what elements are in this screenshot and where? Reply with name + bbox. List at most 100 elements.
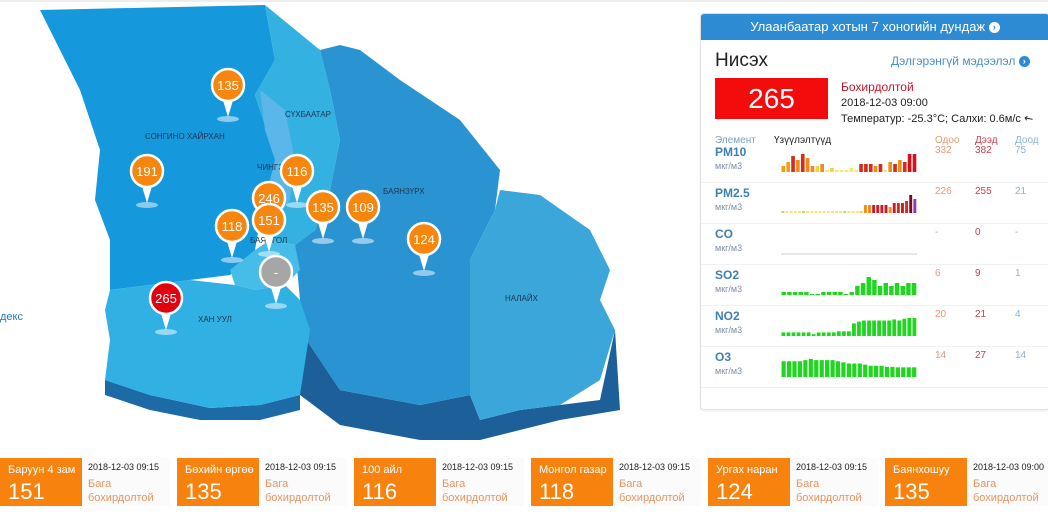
card-status: Бага бохирдолтой: [88, 478, 154, 504]
station-pin[interactable]: 116: [279, 153, 315, 208]
station-card[interactable]: Баруун 4 зам 151 2018-12-03 09:15 Бага бохи…: [0, 458, 170, 506]
station-pin[interactable]: 151: [251, 202, 287, 257]
sparkline-bar: [816, 332, 821, 336]
pollutant-sparkline: [781, 195, 917, 213]
sparkline-bar: [815, 166, 820, 172]
sparkline-bar: [792, 361, 797, 377]
value-now: 6: [935, 268, 941, 279]
sparkline-bar: [868, 365, 873, 377]
district-map[interactable]: СОНГИНО ХАЙРХАН СҮХБААТАР ЧИНГЭ БАЯНЗҮРХ…: [0, 0, 700, 450]
station-pin[interactable]: 118: [214, 208, 250, 263]
aqi-value: 265: [715, 78, 828, 119]
sparkline-bar: [905, 201, 909, 213]
value-max: 27: [975, 350, 987, 361]
sparkline-bar: [797, 211, 801, 213]
sparkline-bar: [825, 170, 829, 172]
sparkline-bar: [830, 360, 835, 377]
sparkline-bar: [781, 361, 786, 377]
sparkline-bar: [873, 365, 879, 377]
sparkline-bar: [831, 332, 836, 336]
pin-circle: [148, 280, 184, 316]
station-pin[interactable]: 135: [210, 67, 246, 122]
weather-info: Температур: -25.3°C; Салхи: 0.6м/с ↖: [841, 111, 1036, 126]
pin-circle: [214, 208, 250, 244]
district-nalaikh[interactable]: [470, 190, 615, 420]
pin-circle: [258, 254, 294, 290]
pin-value: 135: [312, 200, 334, 215]
sparkline-bar: [806, 332, 811, 336]
sparkline-bar: [804, 292, 809, 295]
sparkline-bar: [862, 320, 866, 336]
index-link[interactable]: декс: [0, 311, 23, 323]
card-aqi-value: 135: [185, 479, 222, 504]
sparkline-bar: [821, 292, 826, 295]
card-status: Бага бохирдолтой: [442, 478, 508, 504]
sparkline-bar: [839, 170, 844, 172]
sparkline-bar: [852, 323, 856, 336]
station-pin[interactable]: 265: [148, 280, 184, 335]
card-status: Бага бохирдолтой: [796, 478, 862, 504]
sparkline-bar: [846, 331, 851, 336]
pin-value: 135: [217, 78, 239, 93]
sparkline-bar: [819, 360, 824, 377]
sparkline-bar: [791, 332, 796, 336]
sparkline-bar: [901, 367, 906, 377]
card-time: 2018-12-03 09:15: [442, 462, 514, 472]
value-max: 21: [975, 309, 987, 320]
pollutant-sparkline: [781, 277, 917, 295]
sparkline-bar: [902, 162, 907, 172]
card-aqi-value: 116: [362, 479, 398, 504]
sparkline-bar: [838, 292, 843, 295]
district-songino-khairkhan[interactable]: [40, 5, 280, 290]
station-pin[interactable]: 191: [129, 153, 165, 208]
sparkline-bar: [876, 205, 880, 213]
sparkline-bar: [786, 162, 791, 172]
value-min: 4: [1015, 309, 1021, 320]
station-pin[interactable]: 109: [345, 189, 381, 244]
station-pin[interactable]: 135: [305, 189, 341, 244]
sparkline-bar: [835, 361, 841, 377]
sparkline-bar: [836, 331, 841, 336]
sparkline-bar: [901, 203, 904, 213]
sparkline-bar: [841, 331, 846, 336]
pin-value: -: [274, 265, 278, 280]
district-khan-uul[interactable]: [105, 280, 310, 408]
sparkline-bar: [863, 205, 867, 213]
station-pin[interactable]: -: [258, 254, 294, 309]
station-card[interactable]: Баянхошуу 135 2018-12-03 09:00 Бага бохирдо…: [885, 458, 1048, 506]
measure-time: 2018-12-03 09:00: [841, 97, 928, 109]
district-bayanzurkh[interactable]: [295, 45, 500, 405]
pin-value: 124: [413, 232, 435, 247]
weather-text: Температур: -25.3°C; Салхи: 0.6м/с: [841, 113, 1021, 125]
pin-value: 246: [258, 191, 280, 206]
sparkline-bar: [846, 363, 852, 377]
more-info-link[interactable]: Дэлгэрэнгүй мэдээлэл ›: [891, 54, 1030, 68]
sparkline-bar: [897, 320, 902, 336]
label-chingeltei: ЧИНГЭ: [257, 163, 284, 172]
sparkline-bar: [800, 154, 805, 172]
sparkline-bar: [906, 367, 911, 377]
card-aqi-box: Монгол газар 118: [531, 458, 613, 506]
pin-circle: [406, 221, 442, 257]
weekly-average-button[interactable]: Улаанбаатар хотын 7 хоногийн дундаж ›: [701, 14, 1048, 40]
station-card[interactable]: Монгол газар 118 2018-12-03 09:15 Бага бохи…: [531, 458, 701, 506]
pollutant-unit: мкг/м3: [715, 366, 743, 376]
card-aqi-value: 124: [716, 479, 753, 504]
sparkline-bar: [867, 320, 871, 336]
station-pin[interactable]: 124: [406, 221, 442, 276]
pollutant-unit: мкг/м3: [715, 202, 743, 212]
station-card[interactable]: Ургах наран 124 2018-12-03 09:15 Бага бохир…: [708, 458, 878, 506]
sparkline-bar: [898, 160, 902, 172]
sparkline-bar: [852, 363, 857, 377]
pin-shadow: [155, 329, 177, 335]
sparkline-bar: [889, 286, 894, 295]
sparkline-bar: [786, 361, 792, 377]
sparkline-bar: [883, 283, 888, 295]
station-card[interactable]: Бөхийн өргөө 135 2018-12-03 09:15 Бага бохи…: [177, 458, 347, 506]
sparkline-bar: [907, 154, 912, 172]
map-depth: [300, 330, 620, 440]
sparkline-bar: [855, 211, 859, 213]
pollutant-name: PM2.5: [715, 186, 750, 200]
pin-shadow: [312, 238, 334, 244]
station-card[interactable]: 100 айл 116 2018-12-03 09:15 Бага бохирдолт…: [354, 458, 524, 506]
